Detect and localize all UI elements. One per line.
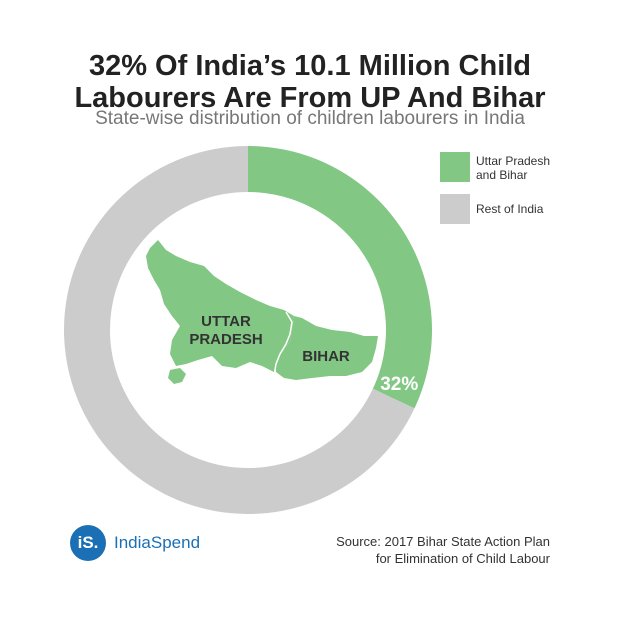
legend-label-line-2: and Bihar <box>476 168 528 182</box>
legend-swatch-uttar-pradesh-and-bihar <box>440 152 470 182</box>
map-label-pradesh: PRADESH <box>189 331 262 348</box>
legend-label-uttar-pradesh-and-bihar: Uttar Pradesh and Bihar <box>476 154 606 182</box>
data-label-uttar-pradesh-and-bihar: 32% <box>380 374 418 395</box>
up-bihar-map: UTTAR PRADESH BIHAR <box>146 240 378 384</box>
legend-label-line-1: Uttar Pradesh <box>476 154 551 168</box>
indiaspend-logo-text: IndiaSpend <box>114 533 201 552</box>
chart-title-line-1: 32% Of India’s 10.1 Million Child <box>88 50 532 82</box>
bihar-map-shape <box>276 316 378 380</box>
map-label-uttar: UTTAR <box>201 313 251 330</box>
uttar-pradesh-south-map-shape <box>168 368 186 384</box>
legend-swatch-rest-of-india <box>440 194 470 224</box>
donut-slice-uttar-pradesh-and-bihar <box>248 146 433 409</box>
donut-slices <box>64 146 433 514</box>
source-note: Source: 2017 Bihar State Action Plan for… <box>336 533 550 567</box>
indiaspend-logo-mark: iS. <box>70 525 106 561</box>
legend-label-rest-of-india: Rest of India <box>476 202 544 216</box>
chart-subtitle: State-wise distribution of children labo… <box>95 108 525 129</box>
chart-title-line-2: Labourers Are From UP And Bihar <box>74 82 546 114</box>
uttar-pradesh-map-shape <box>146 240 294 372</box>
source-line-1: Source: 2017 Bihar State Action Plan <box>336 534 550 549</box>
source-line-2: for Elimination of Child Labour <box>375 551 550 566</box>
map-label-bihar: BIHAR <box>302 348 350 365</box>
chart-title: 32% Of India’s 10.1 Million Child Labour… <box>0 50 620 114</box>
state-border-line <box>273 311 293 377</box>
